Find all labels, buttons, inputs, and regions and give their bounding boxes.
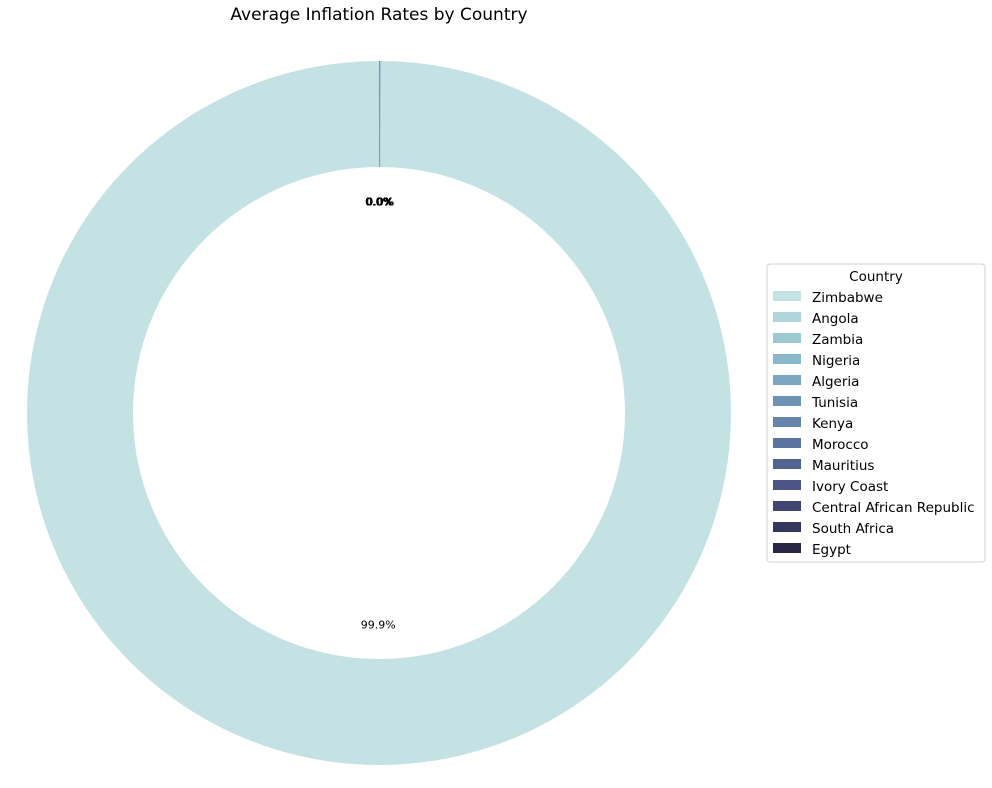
legend-swatch	[773, 480, 801, 490]
legend-title: Country	[849, 269, 903, 285]
legend-item: Egypt	[773, 542, 851, 558]
legend-item: Tunisia	[773, 395, 858, 411]
legend-item: South Africa	[773, 521, 894, 537]
donut-wedges	[26, 61, 731, 765]
pct-label-tunisia: 0.0%	[366, 195, 394, 208]
legend-swatch	[773, 543, 801, 553]
legend-item: Central African Republic	[773, 500, 975, 516]
pct-label-central-african-republic: 0.0%	[365, 195, 393, 208]
legend-item: Algeria	[773, 374, 859, 390]
legend-label: Algeria	[812, 374, 859, 390]
legend-swatch	[773, 459, 801, 469]
pct-label-nigeria: 0.0%	[366, 195, 394, 208]
legend-item: Angola	[773, 311, 859, 327]
legend-label: Mauritius	[812, 458, 874, 474]
wedge-zimbabwe	[26, 61, 731, 765]
legend-label: Ivory Coast	[812, 479, 888, 495]
legend-label: Morocco	[812, 437, 869, 453]
legend-item: Zimbabwe	[773, 290, 883, 306]
legend-swatch	[773, 333, 801, 343]
pct-label-kenya: 0.0%	[366, 195, 394, 208]
legend-swatch	[773, 417, 801, 427]
legend-swatch	[773, 375, 801, 385]
pct-label-south-africa: 0.0%	[365, 195, 393, 208]
percentage-labels: 99.9%0.0%0.0%0.0%0.0%0.0%0.0%0.0%0.0%0.0…	[361, 195, 396, 631]
wedge-angola	[380, 61, 382, 168]
legend-item: Kenya	[773, 416, 853, 432]
legend-swatch	[773, 291, 801, 301]
legend-item: Ivory Coast	[773, 479, 888, 495]
legend-swatch	[773, 501, 801, 511]
legend-label: Zambia	[812, 332, 863, 348]
legend-swatch	[773, 312, 801, 322]
pct-label-egypt: 0.0%	[365, 195, 393, 208]
legend-item: Morocco	[773, 437, 869, 453]
legend-label: Egypt	[812, 542, 851, 558]
pct-label-zambia: 0.0%	[366, 195, 394, 208]
pct-label-angola: 0.0%	[366, 195, 394, 208]
legend-swatch	[773, 354, 801, 364]
legend-item: Mauritius	[773, 458, 874, 474]
pct-label-zimbabwe: 99.9%	[361, 619, 396, 632]
legend-label: Kenya	[812, 416, 853, 432]
legend-item: Nigeria	[773, 353, 860, 369]
legend-label: Angola	[812, 311, 859, 327]
legend-box	[766, 263, 986, 563]
pct-label-ivory-coast: 0.0%	[365, 195, 393, 208]
legend-items: Zimbabwe Angola Zambia Nigeria Algeria Tunisi…	[773, 290, 975, 558]
legend-label: South Africa	[812, 521, 894, 537]
pct-label-mauritius: 0.0%	[365, 195, 393, 208]
pct-label-morocco: 0.0%	[365, 195, 393, 208]
chart-title: Average Inflation Rates by Country	[230, 5, 527, 25]
wedge-algeria	[379, 61, 381, 168]
legend-label: Central African Republic	[812, 500, 975, 516]
legend-label: Tunisia	[811, 395, 858, 411]
legend: Country Zimbabwe Angola Zambia Nigeria Alger…	[766, 263, 986, 563]
legend-label: Zimbabwe	[812, 290, 883, 306]
legend-swatch	[773, 522, 801, 532]
wedge-zambia	[380, 61, 381, 168]
legend-item: Zambia	[773, 332, 863, 348]
legend-swatch	[773, 438, 801, 448]
legend-swatch	[773, 396, 801, 406]
pct-label-algeria: 0.0%	[366, 195, 394, 208]
legend-label: Nigeria	[812, 353, 860, 369]
wedge-nigeria	[379, 61, 381, 168]
